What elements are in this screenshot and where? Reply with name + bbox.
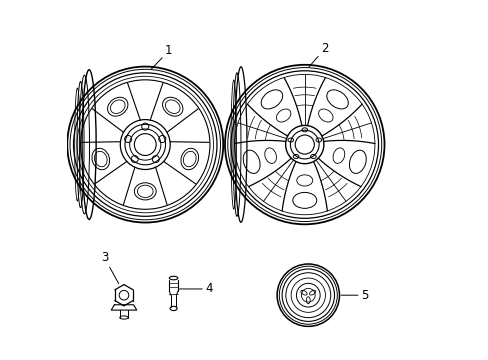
Text: 4: 4 [179,283,212,296]
Text: 5: 5 [340,289,367,302]
Text: 1: 1 [151,45,172,69]
Text: 3: 3 [101,252,119,283]
Text: 2: 2 [308,42,328,67]
